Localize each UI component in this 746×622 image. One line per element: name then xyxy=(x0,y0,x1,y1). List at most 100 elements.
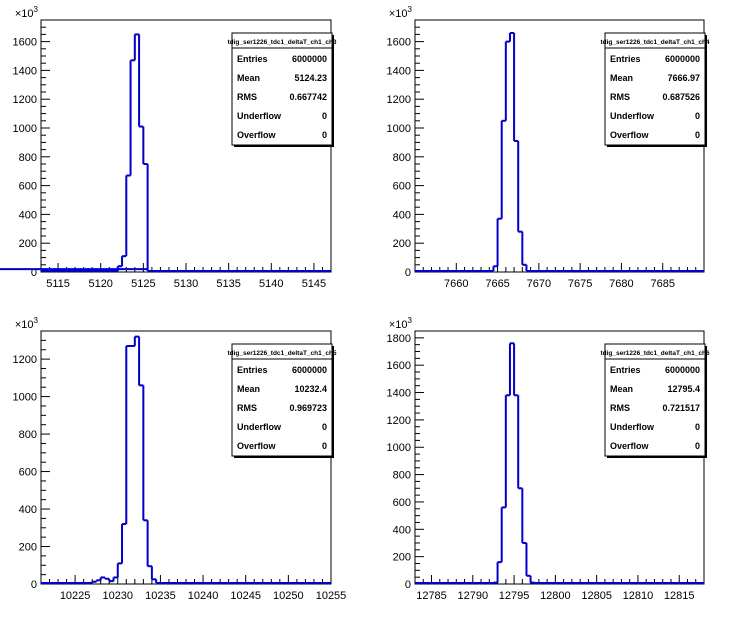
y-tick-label: 0 xyxy=(405,267,411,279)
y-tick-label: 600 xyxy=(19,181,37,193)
x-tick-label: 5115 xyxy=(46,278,70,290)
x-tick-label: 12815 xyxy=(664,590,695,602)
x-tick-label: 5145 xyxy=(302,278,326,290)
x-tick-label: 7680 xyxy=(609,278,633,290)
x-tick-label: 12805 xyxy=(581,590,612,602)
stats-value: 0 xyxy=(322,441,327,451)
stats-label: Entries xyxy=(610,54,641,64)
y-exponent-label: ×103 xyxy=(15,316,39,331)
y-tick-label: 1200 xyxy=(13,94,37,106)
y-tick-label: 200 xyxy=(19,238,37,250)
stats-value: 6000000 xyxy=(665,54,700,64)
y-tick-label: 400 xyxy=(19,504,37,516)
x-tick-label: 7675 xyxy=(568,278,592,290)
stats-label: Underflow xyxy=(237,111,282,121)
stats-label: Mean xyxy=(237,73,260,83)
x-tick-label: 10240 xyxy=(188,590,219,602)
stats-label: Overflow xyxy=(610,130,650,140)
stats-value: 5124.23 xyxy=(294,73,327,83)
stats-label: Underflow xyxy=(610,422,655,432)
stats-value: 0 xyxy=(695,422,700,432)
stats-value: 6000000 xyxy=(665,365,700,375)
y-tick-label: 800 xyxy=(393,470,411,482)
stats-box-frame xyxy=(604,32,706,146)
x-tick-label: 5130 xyxy=(174,278,198,290)
stats-title: tdig_ser1226_tdc1_deltaT_ch1_ch6 xyxy=(600,350,709,357)
x-tick-label: 7660 xyxy=(444,278,468,290)
exponent-base: ×10 xyxy=(15,8,34,20)
stats-value: 0.667742 xyxy=(289,92,327,102)
y-tick-label: 1400 xyxy=(387,65,411,77)
x-tick-label: 7670 xyxy=(527,278,551,290)
y-tick-label: 400 xyxy=(393,524,411,536)
y-tick-label: 1600 xyxy=(13,37,37,49)
x-tick-label: 10225 xyxy=(60,590,91,602)
y-tick-label: 400 xyxy=(19,209,37,221)
y-tick-label: 1800 xyxy=(387,333,411,345)
stats-label: Overflow xyxy=(237,441,277,451)
stats-box-frame xyxy=(231,32,333,146)
y-exponent-label: ×103 xyxy=(389,5,413,20)
stats-label: RMS xyxy=(610,403,630,413)
stats-title: tdig_ser1226_tdc1_deltaT_ch1_ch4 xyxy=(600,39,709,46)
y-tick-label: 1600 xyxy=(387,37,411,49)
y-exponent-label: ×103 xyxy=(15,5,39,20)
y-tick-label: 0 xyxy=(405,579,411,591)
x-tick-label: 5140 xyxy=(259,278,283,290)
x-tick-label: 12795 xyxy=(499,590,530,602)
stats-box: tdig_ser1226_tdc1_deltaT_ch1_ch4 Entries 6… xyxy=(600,32,710,147)
stats-label: Overflow xyxy=(237,130,277,140)
y-tick-label: 1000 xyxy=(387,442,411,454)
histogram-pad-3: 0 200 400 600 800 1000 1200 ×103 10225 10230 10235… xyxy=(13,316,347,602)
stats-label: Entries xyxy=(237,54,268,64)
stats-title: tdig_ser1226_tdc1_deltaT_ch1_ch3 xyxy=(227,39,336,46)
y-tick-label: 1200 xyxy=(387,415,411,427)
stats-label: Underflow xyxy=(237,422,282,432)
stats-title: tdig_ser1226_tdc1_deltaT_ch1_ch5 xyxy=(227,350,336,357)
exponent-base: ×10 xyxy=(389,319,408,331)
y-tick-label: 1400 xyxy=(13,65,37,77)
y-tick-label: 200 xyxy=(393,552,411,564)
stats-value: 0 xyxy=(695,111,700,121)
stats-value: 0 xyxy=(695,130,700,140)
stats-label: Mean xyxy=(237,384,260,394)
stats-box-frame xyxy=(231,343,333,457)
y-tick-label: 1000 xyxy=(387,123,411,135)
stats-label: Mean xyxy=(610,73,633,83)
y-tick-label: 800 xyxy=(393,152,411,164)
x-tick-label: 12810 xyxy=(623,590,654,602)
y-tick-label: 600 xyxy=(393,181,411,193)
stats-value: 0 xyxy=(322,422,327,432)
x-tick-label: 12790 xyxy=(458,590,489,602)
x-tick-label: 5125 xyxy=(131,278,155,290)
stats-label: RMS xyxy=(237,92,257,102)
histogram-pad-4: 0 200 400 600 800 1000 1200 1400 1600 1800 ×103 127… xyxy=(387,316,710,602)
stats-value: 6000000 xyxy=(292,365,327,375)
y-tick-label: 1000 xyxy=(13,123,37,135)
y-tick-label: 1400 xyxy=(387,388,411,400)
stats-value: 0 xyxy=(322,111,327,121)
exponent-power: 3 xyxy=(34,5,39,14)
stats-value: 7666.97 xyxy=(667,73,700,83)
y-tick-label: 800 xyxy=(19,152,37,164)
y-tick-label: 1200 xyxy=(387,94,411,106)
stats-value: 0.721517 xyxy=(662,403,700,413)
stats-label: Overflow xyxy=(610,441,650,451)
x-tick-label: 12800 xyxy=(540,590,571,602)
stats-value: 0.969723 xyxy=(289,403,327,413)
stats-value: 0.687526 xyxy=(662,92,700,102)
stats-label: Underflow xyxy=(610,111,655,121)
stats-label: Mean xyxy=(610,384,633,394)
y-tick-label: 1000 xyxy=(13,392,37,404)
stats-label: Entries xyxy=(237,365,268,375)
stats-label: RMS xyxy=(610,92,630,102)
y-tick-label: 800 xyxy=(19,429,37,441)
stats-label: RMS xyxy=(237,403,257,413)
stats-label: Entries xyxy=(610,365,641,375)
y-tick-label: 1600 xyxy=(387,360,411,372)
y-exponent-label: ×103 xyxy=(389,316,413,331)
exponent-power: 3 xyxy=(408,5,413,14)
exponent-base: ×10 xyxy=(15,319,34,331)
y-tick-label: 400 xyxy=(393,209,411,221)
